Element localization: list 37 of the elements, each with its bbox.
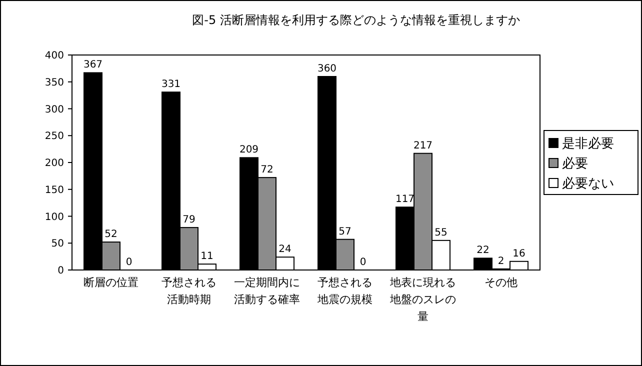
y-tick-label: 100: [44, 212, 64, 223]
text: 72: [260, 164, 274, 176]
text: 331: [161, 79, 181, 90]
text: 0: [126, 257, 132, 268]
text: 209: [239, 144, 259, 156]
text: 217: [413, 140, 433, 152]
y-tick-label: 350: [44, 77, 64, 88]
text: 22: [476, 245, 490, 256]
text: 52: [104, 229, 118, 240]
text: 57: [338, 226, 352, 238]
text: 24: [278, 244, 292, 256]
y-tick-label: 0: [58, 266, 64, 276]
y-tick-label: 150: [44, 184, 64, 196]
text: 79: [182, 214, 196, 226]
legend-label: 必要ない: [562, 176, 614, 192]
text: 16: [512, 248, 526, 260]
legend-label: 必要: [562, 156, 588, 172]
text: 0: [360, 257, 366, 268]
x-tick-label: 一定期間内に活動する確率: [234, 276, 300, 306]
text: 55: [434, 227, 448, 238]
y-tick-label: 250: [44, 131, 64, 142]
y-tick-label: 50: [51, 238, 64, 250]
x-tick-label: その他: [484, 276, 518, 289]
legend-label: 是非必要: [562, 136, 614, 152]
text: 367: [83, 60, 103, 71]
x-tick-label: 予想される活動時期: [162, 276, 216, 306]
x-tick-label: 断層の位置: [84, 276, 138, 289]
text: 117: [395, 194, 415, 206]
text: 11: [200, 251, 214, 262]
y-tick-label: 400: [44, 50, 64, 62]
chart-title: 図-5 活断層情報を利用する際どのような情報を重視しますか: [192, 13, 520, 27]
text: 360: [317, 64, 337, 74]
y-tick-label: 200: [44, 158, 64, 169]
x-tick-label: 予想される地震の規模: [316, 276, 372, 306]
x-tick-label: 地表に現れる地盤のスレの量: [389, 276, 456, 323]
text: 2: [498, 256, 504, 267]
y-tick-label: 300: [44, 104, 64, 116]
